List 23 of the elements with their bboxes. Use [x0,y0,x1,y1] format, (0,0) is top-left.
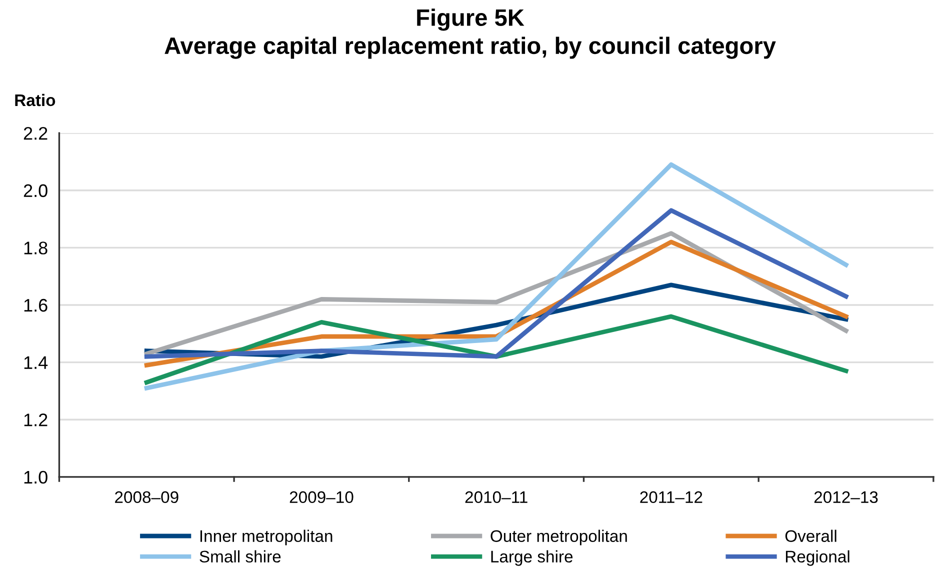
legend-label: Large shire [491,550,573,566]
y-tick-label: 1.4 [24,356,48,369]
y-tick-label: 1.6 [24,298,48,312]
y-tick-label: 1.8 [24,242,48,254]
legend-label: Outer metropolitan [490,530,627,546]
line-series [144,162,848,390]
x-tick-label: 2012–13 [814,491,878,504]
line-series [144,314,848,385]
y-axis-title: Ratio [15,94,56,106]
y-tick-label: 1.0 [24,470,48,484]
line-series [144,208,848,359]
y-tick-label: 1.2 [24,414,48,426]
x-tick-label: 2011–12 [640,491,702,504]
x-tick-label: 2009–10 [290,491,354,504]
y-tick-label: 2.2 [24,126,48,140]
legend-label: Inner metropolitan [200,530,332,546]
legend-label: Small shire [200,550,281,563]
x-tick-label: 2008–09 [115,491,178,504]
x-tick-label: 2010–11 [465,491,528,504]
legend-label: Overall [785,530,836,542]
legend-label: Regional [786,550,850,566]
chart-title: Figure 5K Average capital replacement ratio, by council category [164,8,776,59]
y-tick-label: 2.0 [24,184,48,198]
